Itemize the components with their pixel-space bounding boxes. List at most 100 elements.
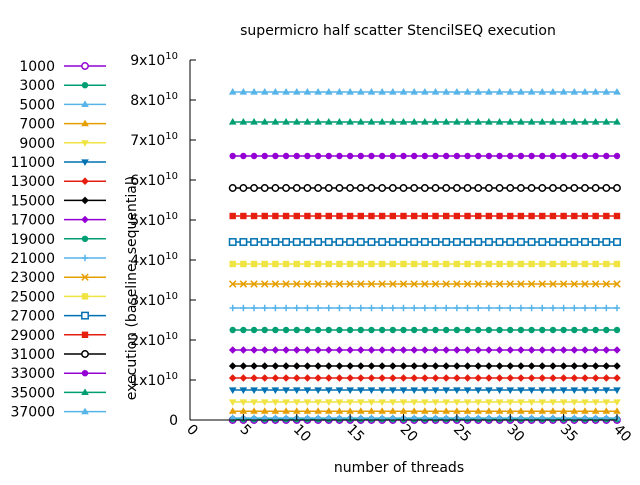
- legend-swatch-marker: [81, 388, 89, 395]
- data-point: [453, 387, 461, 394]
- legend-label: 35000: [10, 385, 55, 401]
- data-point: [271, 399, 280, 406]
- data-point: [592, 152, 599, 160]
- data-point: [421, 304, 429, 312]
- data-point: [378, 260, 386, 268]
- data-point: [485, 212, 493, 220]
- data-point: [304, 212, 311, 220]
- data-point: [335, 88, 344, 95]
- data-point: [228, 374, 237, 382]
- data-point: [527, 414, 536, 421]
- data-point: [516, 238, 525, 246]
- data-point: [282, 88, 290, 95]
- data-point: [314, 387, 322, 394]
- legend-swatch-marker: [81, 62, 89, 70]
- data-point: [324, 374, 333, 382]
- data-point: [324, 399, 333, 406]
- data-point: [495, 374, 504, 382]
- data-point: [303, 280, 312, 288]
- data-point: [304, 304, 311, 312]
- data-point: [517, 399, 525, 406]
- data-point: [250, 88, 258, 95]
- data-point: [549, 414, 557, 421]
- data-point: [539, 304, 546, 312]
- data-point: [453, 374, 461, 382]
- data-point: [240, 260, 247, 268]
- data-point: [527, 374, 536, 382]
- data-point: [527, 346, 536, 354]
- data-point: [271, 118, 280, 125]
- data-point: [325, 304, 332, 312]
- data-point: [324, 414, 333, 421]
- legend-label: 17000: [10, 213, 55, 229]
- data-point: [357, 260, 364, 268]
- x-tick-label: 25: [450, 422, 474, 446]
- data-point: [314, 304, 322, 312]
- data-point: [442, 88, 450, 95]
- data-point: [591, 374, 600, 382]
- data-point: [228, 118, 237, 125]
- data-point: [239, 362, 248, 370]
- data-point: [389, 374, 397, 382]
- data-point: [389, 152, 397, 160]
- data-point: [527, 362, 536, 370]
- data-point: [292, 184, 301, 192]
- data-point: [431, 346, 440, 354]
- data-point: [400, 260, 407, 268]
- data-point: [484, 238, 493, 246]
- data-point: [613, 374, 621, 382]
- data-point: [506, 362, 515, 370]
- data-point: [602, 118, 611, 125]
- data-point: [527, 399, 536, 406]
- data-point: [528, 152, 535, 160]
- data-point: [602, 280, 611, 288]
- data-point: [260, 387, 269, 394]
- data-point: [357, 387, 365, 394]
- data-point: [453, 326, 461, 334]
- legend-swatch-marker: [81, 293, 89, 300]
- data-point: [367, 346, 376, 354]
- series-27000: [228, 238, 621, 246]
- data-point: [475, 304, 482, 312]
- data-point: [228, 362, 237, 370]
- data-point: [378, 152, 386, 160]
- data-point: [357, 152, 364, 160]
- data-point: [432, 260, 439, 268]
- data-point: [506, 374, 515, 382]
- data-point: [357, 212, 364, 220]
- data-point: [560, 212, 567, 220]
- data-point: [538, 407, 547, 414]
- data-point: [282, 399, 290, 406]
- legend-item: 19000: [10, 232, 106, 248]
- data-point: [303, 407, 312, 414]
- data-point: [399, 399, 408, 406]
- legend-item: 31000: [10, 347, 106, 363]
- data-point: [570, 414, 579, 421]
- x-axis-label: number of threads: [334, 460, 464, 476]
- data-point: [271, 346, 280, 354]
- data-point: [261, 212, 268, 220]
- data-point: [335, 118, 344, 125]
- y-tick-exponent: 10: [165, 291, 178, 302]
- data-point: [421, 399, 429, 406]
- data-point: [399, 280, 408, 288]
- data-point: [399, 184, 408, 192]
- data-point: [378, 238, 387, 246]
- data-point: [271, 184, 280, 192]
- data-point: [410, 326, 418, 334]
- data-point: [400, 304, 407, 312]
- data-point: [410, 88, 418, 95]
- data-point: [293, 304, 300, 312]
- data-point: [410, 374, 418, 382]
- data-point: [538, 280, 547, 288]
- data-point: [463, 407, 472, 414]
- data-point: [250, 212, 258, 220]
- legend-swatch-marker: [81, 140, 89, 147]
- data-point: [378, 346, 386, 354]
- data-point: [399, 362, 408, 370]
- data-point: [367, 399, 376, 406]
- series-33000: [229, 152, 621, 160]
- data-point: [613, 184, 621, 192]
- data-point: [517, 346, 525, 354]
- data-point: [325, 280, 333, 288]
